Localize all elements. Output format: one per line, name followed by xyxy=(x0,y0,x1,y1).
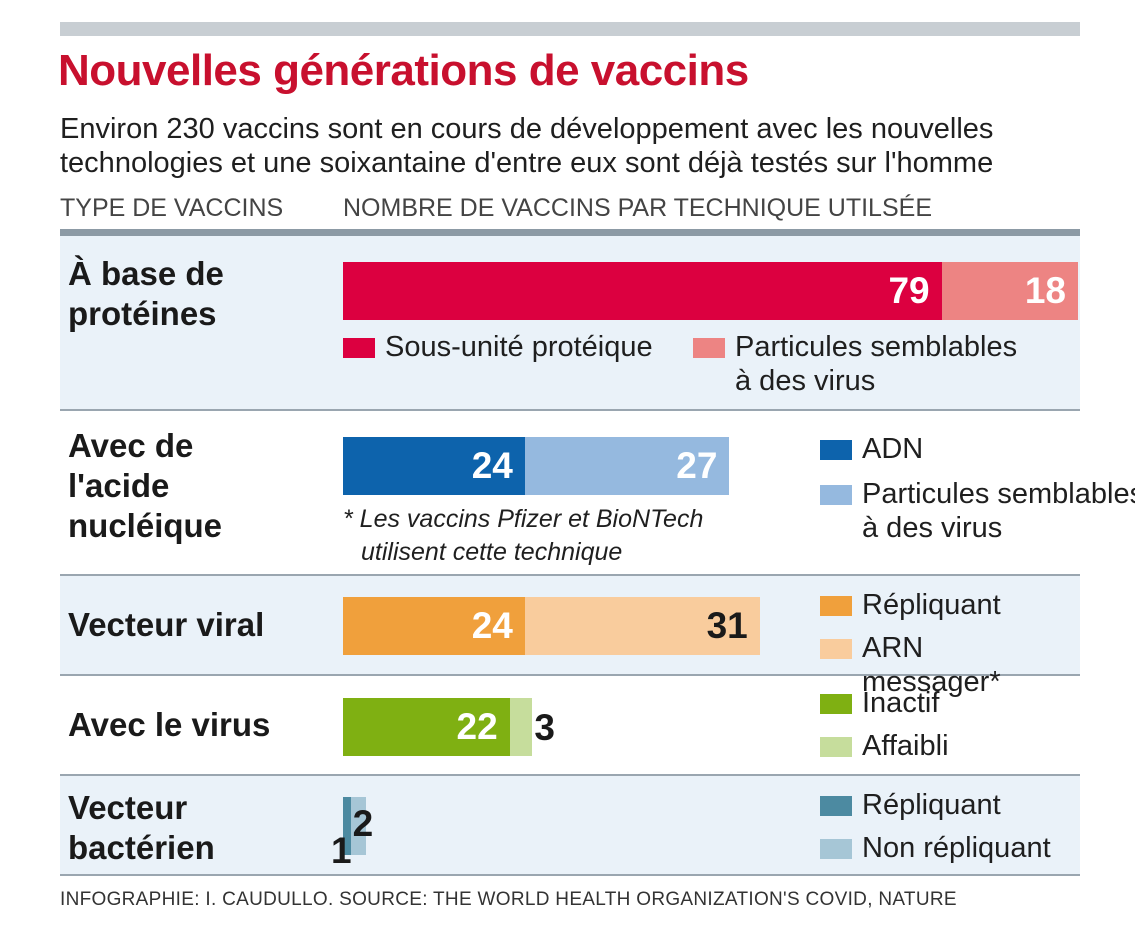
legend-label: Répliquant xyxy=(862,589,1001,621)
legend-swatch xyxy=(693,338,725,358)
chart-row-avec-de-l-acide-nucleique: Avec de l'acide nucléique xyxy=(60,411,1080,576)
row-label: Avec de l'acide nucléique xyxy=(68,427,223,544)
legend-label: Répliquant xyxy=(862,789,1001,821)
footnote: * Les vaccins Pfizer et BioNTech utilise… xyxy=(343,503,703,569)
bar-segment-adn: 24 xyxy=(343,437,525,495)
column-header-type: TYPE DE VACCINS xyxy=(60,194,284,222)
bar-segment-particules-semblables-a-des-virus: 18 xyxy=(941,262,1078,320)
bar-value-label: 18 xyxy=(1024,270,1066,311)
chart-row-vecteur-bacterien: Vecteur bactérien xyxy=(60,776,1080,876)
legend-label: Inactif xyxy=(862,687,940,719)
row-label: Vecteur viral xyxy=(68,606,265,643)
chart-subtitle: Environ 230 vaccins sont en cours de dév… xyxy=(60,113,994,179)
chart-row-avec-le-virus: Avec le virus xyxy=(60,676,1080,776)
column-header-count: NOMBRE DE VACCINS PAR TECHNIQUE UTILSÉE xyxy=(343,194,932,222)
legend-label: ADN xyxy=(862,433,924,465)
header-rule xyxy=(60,229,1080,236)
bar-value-label: 79 xyxy=(888,270,930,311)
bar-segment-non-repliquant xyxy=(350,797,366,855)
chart-title: Nouvelles générations de vaccins xyxy=(58,46,749,95)
legend-swatch xyxy=(820,694,852,714)
source-credit: INFOGRAPHIE: I. CAUDULLO. SOURCE: THE WO… xyxy=(60,889,957,910)
bar-segment-inactif: 22 xyxy=(343,698,510,756)
legend-label: ARN messager* xyxy=(862,632,1001,698)
bar-segment-repliquant xyxy=(343,797,351,855)
legend-swatch xyxy=(820,485,852,505)
top-decorative-bar xyxy=(60,22,1080,36)
bar-segment-non-repliquant: 31 xyxy=(524,597,760,655)
legend-swatch xyxy=(820,796,852,816)
bar-value-label: 31 xyxy=(706,605,748,646)
bar-value-label: 3 xyxy=(534,707,555,748)
legend-label: Sous-unité protéique xyxy=(385,331,653,363)
row-label: À base de protéines xyxy=(68,255,224,332)
legend-swatch xyxy=(343,338,375,358)
bar-segment-affaibli xyxy=(509,698,533,756)
legend-label: Particules semblables à des virus xyxy=(735,331,1018,397)
legend-label: Non répliquant xyxy=(862,832,1051,864)
bar-segment-arn-messager: 27 xyxy=(524,437,730,495)
bar-segment-repliquant: 24 xyxy=(343,597,525,655)
bar-value-label: 2 xyxy=(352,803,374,844)
footnote-line-1: * Les vaccins Pfizer et BioNTech xyxy=(343,505,704,533)
bar-segment-sous-unite-proteique: 79 xyxy=(343,262,942,320)
legend-swatch xyxy=(820,639,852,659)
legend-label: Particules semblables à des virus xyxy=(862,478,1135,544)
bar-value-label: 22 xyxy=(456,706,498,747)
row-label: Vecteur bactérien xyxy=(68,789,215,866)
legend-swatch xyxy=(820,737,852,757)
bar-value-label: 1 xyxy=(331,830,352,871)
row-label: Avec le virus xyxy=(68,706,271,743)
legend-swatch xyxy=(820,440,852,460)
footnote-line-2: utilisent cette technique xyxy=(361,538,623,566)
legend-label: Affaibli xyxy=(862,730,949,762)
bar-value-label: 24 xyxy=(471,605,513,646)
legend-swatch xyxy=(820,596,852,616)
bar-value-label: 27 xyxy=(676,445,718,486)
legend-swatch xyxy=(820,839,852,859)
bar-value-label: 24 xyxy=(471,445,513,486)
